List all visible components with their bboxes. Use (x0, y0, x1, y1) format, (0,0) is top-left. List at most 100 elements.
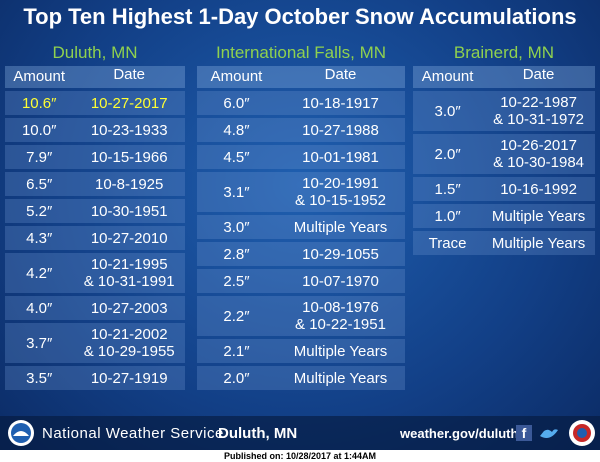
date: Multiple Years (276, 343, 405, 360)
header-row: Amount Date (5, 66, 185, 88)
date: 10-21-1995 & 10-31-1991 (73, 256, 185, 290)
table-row: 10.0″ 10-23-1933 (5, 118, 185, 142)
amount: 3.0″ (434, 102, 461, 120)
date: 10-29-1055 (276, 246, 405, 263)
amount: 3.5″ (26, 369, 53, 387)
date: Multiple Years (482, 235, 595, 252)
table-row: 2.2″ 10-08-1976 & 10-22-1951 (197, 296, 405, 336)
table-row: Trace Multiple Years (413, 231, 595, 255)
date: 10-20-1991 & 10-15-1952 (276, 175, 405, 209)
table-row: 2.1″ Multiple Years (197, 339, 405, 363)
date-line: Multiple Years (491, 234, 586, 252)
date-line: 10-08-1976 (302, 299, 379, 316)
date-line: Multiple Years (293, 342, 388, 360)
amount: 1.0″ (434, 207, 461, 225)
table-row: 3.0″ 10-22-1987 & 10-31-1972 (413, 91, 595, 131)
table-row: 4.8″ 10-27-1988 (197, 118, 405, 142)
date-line: 10-30-1951 (90, 202, 168, 220)
date-line: 10-27-2010 (90, 229, 168, 247)
table: Brainerd, MN Amount Date 3.0″ 10-22-1987 & 10… (413, 40, 595, 258)
table-row: 6.5″ 10-8-1925 (5, 172, 185, 196)
date-line: 10-29-1055 (302, 245, 379, 263)
date-line: 10-07-1970 (302, 272, 379, 290)
amount: 4.8″ (223, 121, 250, 139)
date-line: 10-18-1917 (302, 94, 379, 112)
table-row: 4.3″ 10-27-2010 (5, 226, 185, 250)
date: 10-27-1919 (73, 370, 185, 387)
date: 10-27-1988 (276, 122, 405, 139)
table-row: 4.0″ 10-27-2003 (5, 296, 185, 320)
amount: 10.6″ (21, 94, 57, 112)
date: Multiple Years (276, 370, 405, 387)
table-row: 2.8″ 10-29-1055 (197, 242, 405, 266)
agency: National Weather Service (42, 425, 224, 442)
amount: 3.1″ (223, 183, 250, 201)
date: 10-15-1966 (73, 149, 185, 166)
date-line: 10-27-2003 (90, 299, 168, 317)
date-line: Multiple Years (293, 369, 388, 387)
amount: 4.2″ (26, 264, 53, 282)
date: 10-07-1970 (276, 273, 405, 290)
footer-bar: National Weather Service Duluth, MN weat… (0, 416, 600, 450)
office: Duluth, MN (218, 425, 298, 442)
date-line: 10-21-2002 (90, 326, 168, 343)
date-line: & 10-22-1951 (295, 316, 386, 333)
amount: Trace (428, 234, 467, 252)
table-row: 3.1″ 10-20-1991 & 10-15-1952 (197, 172, 405, 212)
table-row: 1.5″ 10-16-1992 (413, 177, 595, 201)
table-name: Brainerd, MN (453, 43, 555, 62)
date: 10-27-2010 (73, 230, 185, 247)
header-row: Amount Date (413, 66, 595, 88)
date: 10-22-1987 & 10-31-1972 (482, 94, 595, 128)
table-name: Duluth, MN (52, 43, 138, 62)
amount: 2.1″ (223, 342, 250, 360)
date-line: 10-20-1991 (302, 175, 379, 192)
table: Duluth, MN Amount Date 10.6″ 10-27-2017 10.0″… (5, 40, 185, 393)
title: Top Ten Highest 1-Day October Snow Accum… (23, 4, 577, 29)
amount: 5.2″ (26, 202, 53, 220)
table-name: International Falls, MN (215, 43, 387, 62)
date: 10-26-2017 & 10-30-1984 (482, 137, 595, 171)
amount: 2.0″ (223, 369, 250, 387)
date-line: & 10-15-1952 (295, 192, 386, 209)
amount: 2.2″ (223, 307, 250, 325)
amount: 7.9″ (26, 148, 53, 166)
amount: 6.0″ (223, 94, 250, 112)
table-row: 2.0″ Multiple Years (197, 366, 405, 390)
table-row: 4.2″ 10-21-1995 & 10-31-1991 (5, 253, 185, 293)
date: 10-08-1976 & 10-22-1951 (276, 299, 405, 333)
date: 10-01-1981 (276, 149, 405, 166)
header-cell: Amount (13, 68, 66, 85)
table-row: 1.0″ Multiple Years (413, 204, 595, 228)
table-row: 3.5″ 10-27-1919 (5, 366, 185, 390)
table-row: 7.9″ 10-15-1966 (5, 145, 185, 169)
url[interactable]: weather.gov/duluth (400, 426, 519, 441)
table-row: 3.7″ 10-21-2002 & 10-29-1955 (5, 323, 185, 363)
date-line: Multiple Years (293, 218, 388, 236)
date: 10-27-2003 (73, 300, 185, 317)
date-line: 10-22-1987 (500, 94, 577, 111)
date: 10-8-1925 (73, 176, 185, 193)
header-cell: Amount (210, 68, 263, 85)
date-line: 10-27-1919 (90, 369, 168, 387)
svg-text:f: f (522, 425, 527, 441)
published: Published on: 10/28/2017 at 1:44AM (0, 450, 600, 462)
date-line: & 10-31-1991 (83, 273, 175, 290)
social-icons: f (516, 420, 595, 446)
header-row: Amount Date (197, 66, 405, 88)
header-cell: Date (324, 66, 357, 83)
table-row: 2.5″ 10-07-1970 (197, 269, 405, 293)
amount: 2.0″ (434, 145, 461, 163)
header-cell: Date (113, 66, 146, 83)
noaa-logo (8, 420, 34, 446)
date: 10-30-1951 (73, 203, 185, 220)
date-line: 10-21-1995 (90, 256, 168, 273)
date: 10-23-1933 (73, 122, 185, 139)
date-line: & 10-30-1984 (493, 154, 585, 171)
amount: 4.3″ (26, 229, 53, 247)
table: International Falls, MN Amount Date 6.0″ 10-… (197, 40, 405, 393)
header-cell: Date (522, 66, 555, 83)
date-line: 10-15-1966 (90, 148, 168, 166)
date-line: 10-27-2017 (90, 94, 168, 112)
